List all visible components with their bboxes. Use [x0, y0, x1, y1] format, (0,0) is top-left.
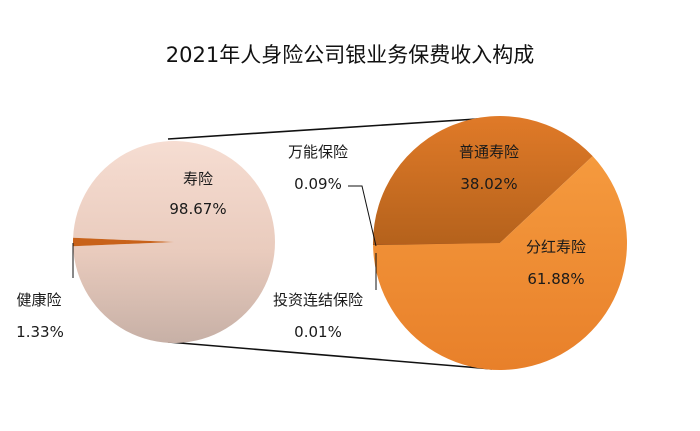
slice-label-ordinary-life-name: 普通寿险: [459, 143, 519, 161]
slice-label-health-name: 健康险: [16, 291, 61, 309]
pie-slice-dividend-life: [373, 156, 627, 370]
pie-right: [373, 115, 627, 370]
slice-label-ordinary-life-value: 38.02%: [460, 175, 517, 193]
slice-label-universal-value: 0.09%: [294, 175, 342, 193]
slice-label-universal-name: 万能保险: [288, 143, 348, 161]
pie-slice-health: [73, 237, 174, 247]
chart-title: 2021年人身险公司银业务保费收入构成: [166, 43, 534, 67]
slice-label-life-value: 98.67%: [169, 200, 226, 218]
slice-label-investment-value: 0.01%: [294, 323, 342, 341]
slice-label-investment-name: 投资连结保险: [273, 291, 363, 309]
pie-slice-life: [73, 140, 276, 344]
slice-label-dividend-life-name: 分红寿险: [526, 238, 586, 256]
connector-line-bottom: [167, 341, 493, 370]
slice-label-dividend-life-value: 61.88%: [527, 270, 584, 288]
connector-line-top: [167, 117, 493, 140]
slice-label-health-value: 1.33%: [16, 323, 64, 341]
leader-line-universal: [348, 185, 377, 247]
slice-label-life-name: 寿险: [183, 170, 213, 188]
pie-slice-ordinary-life: [373, 115, 593, 243]
pie-slice-universal: [373, 243, 500, 245]
pie-left: [73, 140, 276, 344]
pie-slice-investment: [373, 243, 500, 245]
